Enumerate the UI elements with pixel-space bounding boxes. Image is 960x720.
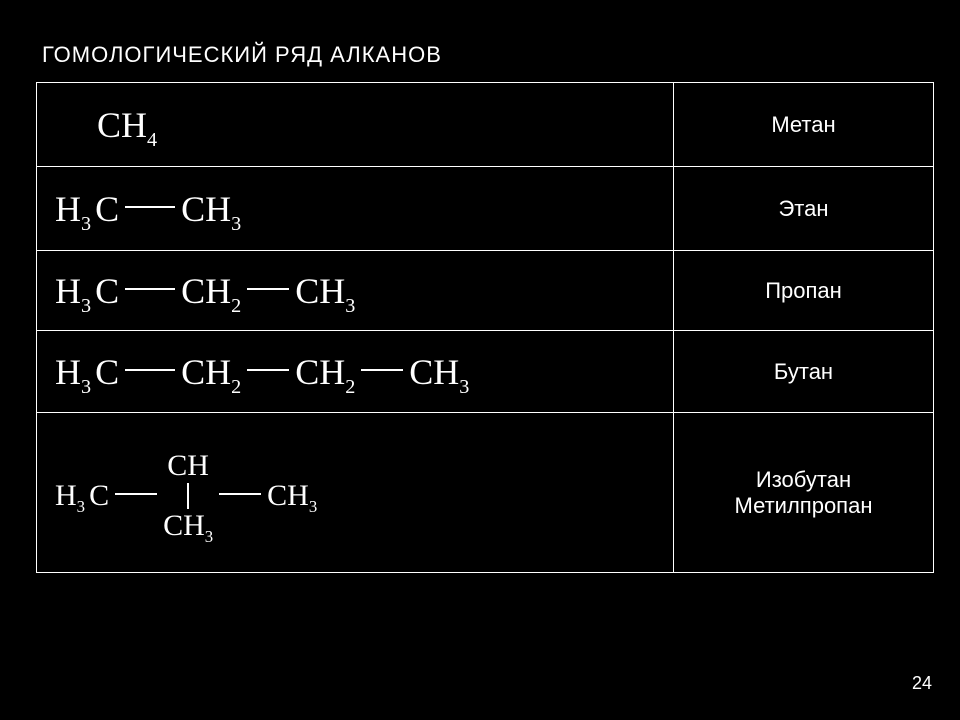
formula-cell: H3C CH CH3 CH3 [37,413,674,573]
chem-group: CH3 [295,273,355,309]
chem-group: CH3 [181,191,241,227]
chem-formula: CH4 [97,107,655,143]
chem-group: C [89,481,109,511]
bond [125,288,175,290]
chem-group: CH4 [97,107,157,143]
chem-formula: H3C CH2 CH3 [55,273,655,309]
bond [219,493,261,495]
table-row: H3C CH2 CH3 Пропан [37,251,934,331]
chem-group: H3 [55,273,91,309]
formula-cell: H3C CH3 [37,167,674,251]
name-cell: Этан [674,167,934,251]
formula-cell: H3C CH2 CH3 [37,251,674,331]
name-cell: Метан [674,83,934,167]
branch-group: CH CH3 [163,451,213,541]
table-row: CH4 Метан [37,83,934,167]
bond [115,493,157,495]
chem-formula: H3C CH3 [55,191,655,227]
vertical-bond [187,483,189,509]
page-number: 24 [912,673,932,694]
chem-group: CH2 [181,273,241,309]
formula-cell: CH4 [37,83,674,167]
alkane-table: CH4МетанH3CCH3ЭтанH3CCH2CH3ПропанH3CCH2C… [36,82,934,573]
chem-group: CH3 [163,511,213,541]
table-row: H3C CH2 CH2 CH3 Бутан [37,331,934,413]
alkane-table-body: CH4МетанH3CCH3ЭтанH3CCH2CH3ПропанH3CCH2C… [37,83,934,573]
bond [247,288,289,290]
chem-group: CH2 [295,354,355,390]
chem-formula: H3C CH CH3 CH3 [55,451,317,541]
chem-group: CH3 [267,481,317,511]
bond [125,206,175,208]
table-row: H3C CH3 Этан [37,167,934,251]
chem-group: H3 [55,354,91,390]
bond [247,369,289,371]
name-cell: ИзобутанМетилпропан [674,413,934,573]
chem-group: C [95,191,119,227]
bond [125,369,175,371]
chem-group: CH [167,451,209,481]
slide: ГОМОЛОГИЧЕСКИЙ РЯД АЛКАНОВ CH4МетанH3CCH… [0,0,960,720]
formula-cell: H3C CH2 CH2 CH3 [37,331,674,413]
table-row: H3C CH CH3 CH3 ИзобутанМетилпропан [37,413,934,573]
name-cell: Бутан [674,331,934,413]
chem-group: C [95,273,119,309]
chem-formula: H3C CH2 CH2 CH3 [55,354,655,390]
chem-group: CH3 [409,354,469,390]
name-cell: Пропан [674,251,934,331]
chem-group: CH2 [181,354,241,390]
chem-group: C [95,354,119,390]
chem-group: H3 [55,481,85,511]
slide-title: ГОМОЛОГИЧЕСКИЙ РЯД АЛКАНОВ [42,42,924,68]
chem-group: H3 [55,191,91,227]
bond [361,369,403,371]
